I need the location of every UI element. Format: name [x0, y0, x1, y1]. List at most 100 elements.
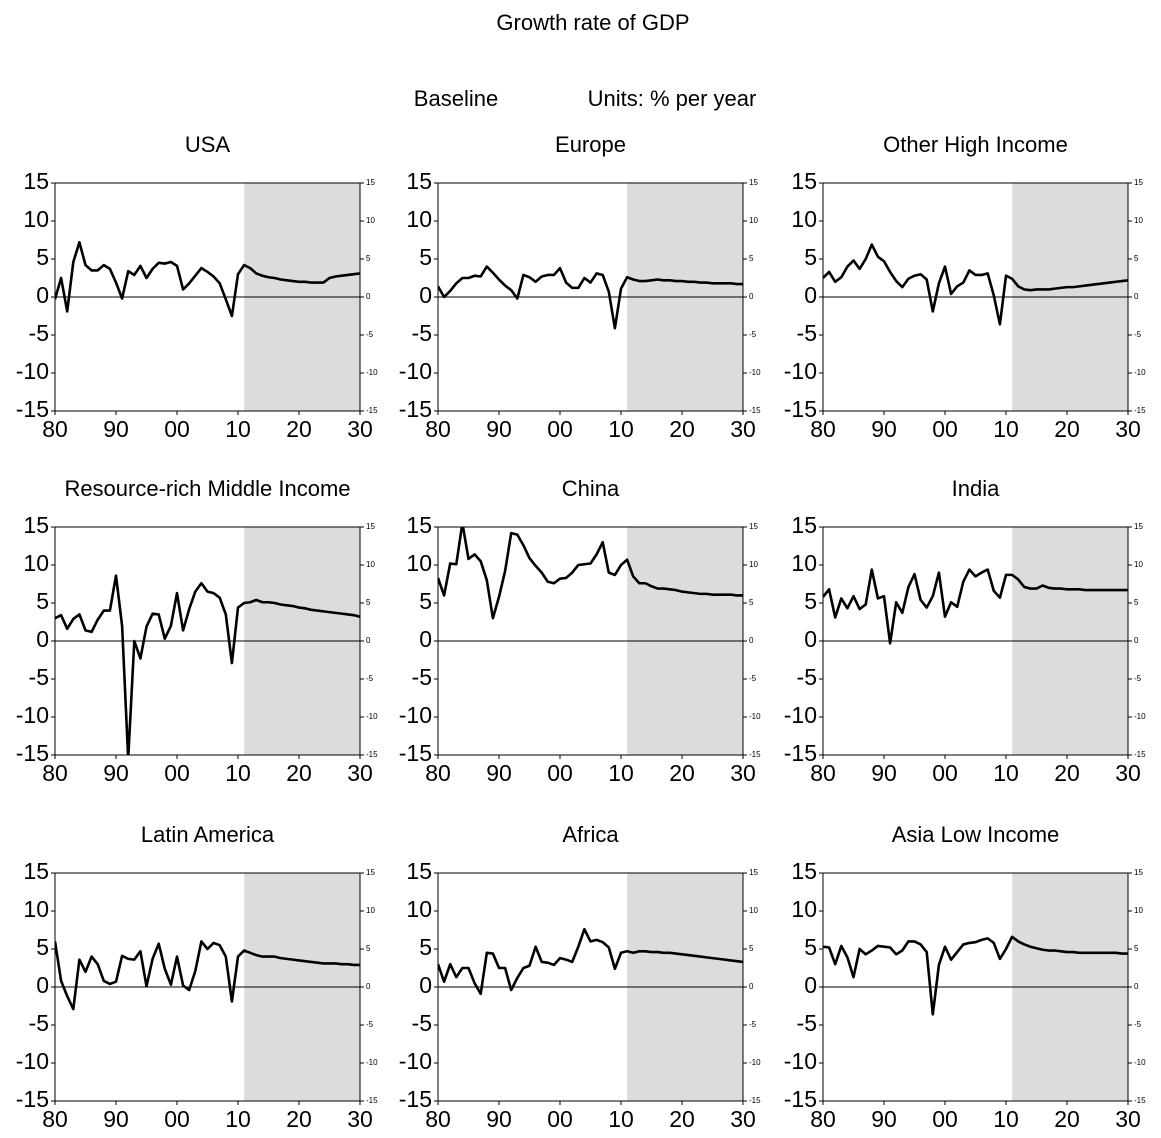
x-tick-label: 80	[42, 416, 68, 442]
panel: Asia Low Income -15 -10 -5 0 5 10 15 -15 -10 -5 0 5 1…	[784, 822, 1146, 1132]
y2-tick-label: 10	[1134, 906, 1143, 915]
panel: Europe -15 -10 -5 0 5 10 15 -15 -10 -5 0 5 10 15 80 90 00…	[399, 132, 761, 442]
y2-tick-label: -5	[366, 674, 374, 683]
x-tick-label: 10	[225, 1106, 251, 1132]
data-line	[438, 527, 743, 620]
y2-tick-label: 5	[366, 944, 371, 953]
y-tick-label: 0	[36, 972, 49, 998]
x-tick-label: 00	[164, 416, 190, 442]
x-tick-label: 20	[1054, 760, 1080, 786]
panel-title: Africa	[562, 822, 619, 847]
y-tick-label: 15	[406, 858, 432, 884]
y-tick-label: -10	[784, 1048, 817, 1074]
y2-tick-label: -5	[366, 1020, 374, 1029]
panel-title: Latin America	[141, 822, 275, 847]
y-tick-label: 5	[419, 244, 432, 270]
y-tick-label: -10	[16, 358, 49, 384]
y2-tick-label: 0	[749, 982, 754, 991]
y2-tick-label: -5	[749, 1020, 757, 1029]
y2-tick-label: 5	[749, 598, 754, 607]
y2-tick-label: 10	[749, 560, 758, 569]
y2-tick-label: 15	[749, 868, 758, 877]
y2-tick-label: 15	[1134, 868, 1143, 877]
x-tick-label: 30	[730, 1106, 756, 1132]
y-tick-label: -15	[784, 1086, 817, 1112]
x-tick-label: 80	[42, 1106, 68, 1132]
y2-tick-label: 0	[366, 636, 371, 645]
y2-tick-label: 15	[1134, 178, 1143, 187]
x-tick-label: 30	[347, 416, 373, 442]
y2-tick-label: -15	[749, 1096, 761, 1105]
x-tick-label: 10	[993, 1106, 1019, 1132]
y2-tick-label: 0	[749, 292, 754, 301]
y-tick-label: 10	[791, 550, 817, 576]
x-tick-label: 00	[164, 760, 190, 786]
y-tick-label: -5	[412, 664, 432, 690]
y-tick-label: 10	[791, 206, 817, 232]
y2-tick-label: -15	[749, 750, 761, 759]
x-tick-label: 00	[932, 1106, 958, 1132]
y2-tick-label: 5	[749, 944, 754, 953]
panel: India -15 -10 -5 0 5 10 15 -15 -10 -5 0 5 10 15 80 90 00 1…	[784, 476, 1146, 786]
y2-tick-label: 5	[366, 254, 371, 263]
x-tick-label: 90	[486, 760, 512, 786]
x-tick-label: 10	[993, 760, 1019, 786]
x-tick-label: 20	[1054, 416, 1080, 442]
y2-tick-label: -15	[749, 406, 761, 415]
y-tick-label: -10	[399, 1048, 432, 1074]
x-tick-label: 90	[103, 416, 129, 442]
y-tick-label: 10	[791, 896, 817, 922]
x-tick-label: 20	[669, 1106, 695, 1132]
x-tick-label: 20	[1054, 1106, 1080, 1132]
y2-tick-label: -5	[749, 674, 757, 683]
y-tick-label: -5	[797, 320, 817, 346]
y-tick-label: -15	[16, 1086, 49, 1112]
panel: Resource-rich Middle Income -15 -10 -5 0 5 10 1…	[16, 476, 378, 786]
x-tick-label: 20	[669, 416, 695, 442]
y-tick-label: 5	[804, 244, 817, 270]
panel: Other High Income -15 -10 -5 0 5 10 15 -15 -10 -5 0…	[784, 132, 1146, 442]
y2-tick-label: -10	[1134, 1058, 1146, 1067]
y-tick-label: 5	[419, 934, 432, 960]
y2-tick-label: -5	[749, 330, 757, 339]
x-tick-label: 90	[871, 760, 897, 786]
data-line	[823, 568, 1128, 645]
y2-tick-label: -10	[366, 368, 378, 377]
panel-title: Asia Low Income	[892, 822, 1060, 847]
y-tick-label: 15	[23, 512, 49, 538]
y-tick-label: 15	[23, 858, 49, 884]
y-tick-label: 15	[791, 858, 817, 884]
x-tick-label: 10	[608, 416, 634, 442]
x-tick-label: 20	[669, 760, 695, 786]
panel-title: Europe	[555, 132, 626, 157]
y2-tick-label: 15	[366, 522, 375, 531]
x-tick-label: 30	[1115, 760, 1141, 786]
y-tick-label: -5	[412, 320, 432, 346]
y2-tick-label: 10	[1134, 560, 1143, 569]
x-tick-label: 90	[871, 416, 897, 442]
y-tick-label: 5	[419, 588, 432, 614]
x-tick-label: 10	[608, 1106, 634, 1132]
x-tick-label: 10	[225, 760, 251, 786]
units: Units: % per year	[588, 86, 757, 111]
y2-tick-label: -5	[1134, 330, 1142, 339]
y2-tick-label: -10	[749, 712, 761, 721]
x-tick-label: 90	[486, 416, 512, 442]
data-line	[823, 935, 1128, 1016]
y-tick-label: 5	[36, 588, 49, 614]
x-tick-label: 00	[932, 416, 958, 442]
y2-tick-label: 5	[366, 598, 371, 607]
y-tick-label: -15	[16, 740, 49, 766]
y2-tick-label: 0	[1134, 982, 1139, 991]
y2-tick-label: -10	[749, 1058, 761, 1067]
y2-tick-label: -5	[1134, 674, 1142, 683]
x-tick-label: 10	[608, 760, 634, 786]
x-tick-label: 90	[103, 1106, 129, 1132]
y-tick-label: -5	[29, 320, 49, 346]
y-tick-label: 5	[804, 588, 817, 614]
x-tick-label: 80	[42, 760, 68, 786]
y2-tick-label: 0	[366, 292, 371, 301]
y-tick-label: 15	[406, 168, 432, 194]
panel-title: Other High Income	[883, 132, 1068, 157]
x-tick-label: 30	[1115, 416, 1141, 442]
